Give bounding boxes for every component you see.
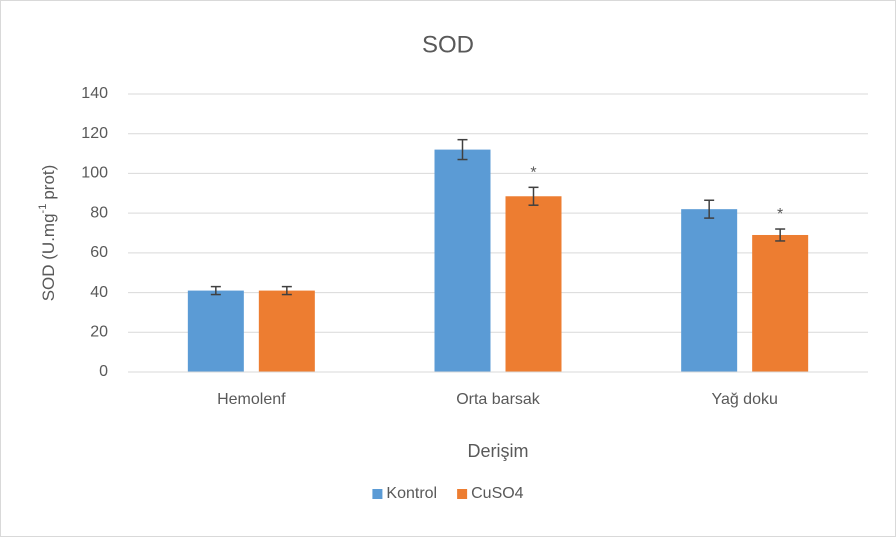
legend-swatch: [457, 489, 468, 499]
y-tick-label: 80: [90, 204, 108, 221]
chart-title: SOD: [422, 31, 474, 58]
legend-label: Kontrol: [386, 485, 437, 502]
y-tick-label: 120: [81, 125, 108, 142]
significance-marker: *: [777, 206, 783, 223]
y-tick-label: 40: [90, 284, 108, 301]
bar: [752, 234, 809, 372]
legend-label: CuSO4: [471, 485, 524, 502]
y-label-part: prot): [39, 165, 58, 200]
bar: [258, 290, 315, 372]
y-tick-label: 60: [90, 244, 108, 261]
bar: [187, 290, 244, 372]
bar: [505, 196, 562, 372]
y-tick-label: 20: [90, 324, 108, 341]
x-tick-label: Hemolenf: [217, 391, 286, 408]
bar: [434, 149, 491, 372]
significance-marker: *: [530, 165, 536, 182]
y-label-part: SOD (U.mg: [39, 213, 58, 301]
y-tick-label: 100: [81, 165, 108, 182]
y-label-sup: -1: [37, 204, 49, 214]
x-tick-label: Yağ doku: [711, 391, 777, 408]
bar: [681, 209, 738, 372]
y-tick-label: 140: [81, 85, 108, 102]
x-axis-label: Derişim: [468, 441, 529, 461]
x-tick-label: Orta barsak: [456, 391, 541, 408]
legend-swatch: [372, 489, 383, 499]
y-tick-label: 0: [99, 363, 108, 380]
y-axis-label: SOD (U.mg-1 prot): [37, 165, 59, 302]
